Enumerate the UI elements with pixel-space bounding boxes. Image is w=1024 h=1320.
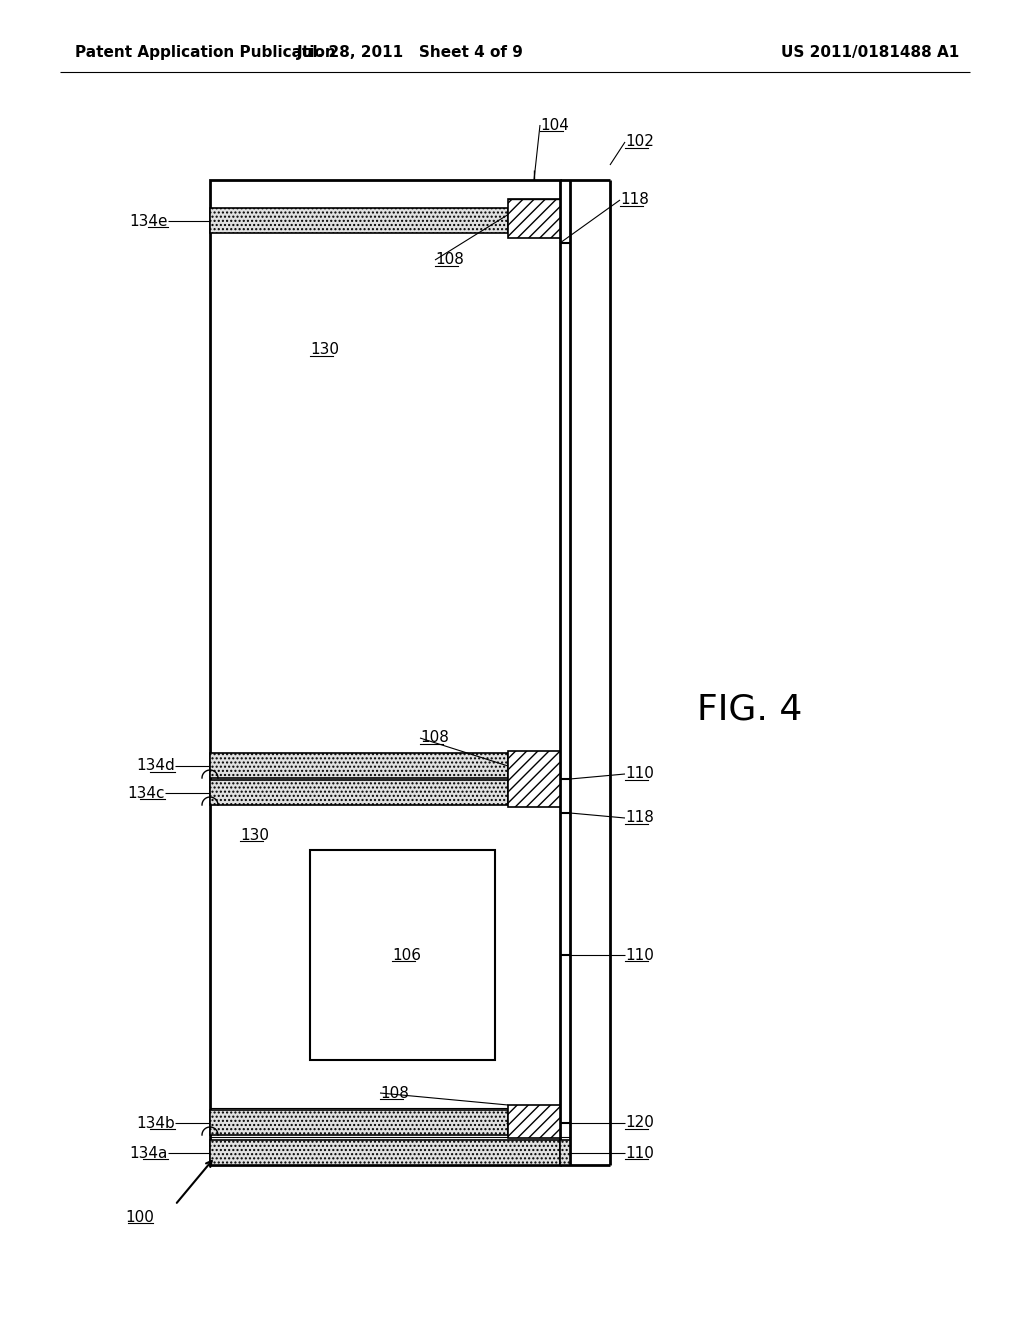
Text: 106: 106 <box>392 948 421 962</box>
Text: 120: 120 <box>625 1115 654 1130</box>
Text: 118: 118 <box>620 193 649 207</box>
Text: 134d: 134d <box>136 759 175 774</box>
Text: 134e: 134e <box>129 214 168 228</box>
Text: 118: 118 <box>625 810 654 825</box>
Bar <box>210 752 508 777</box>
Text: 108: 108 <box>420 730 449 746</box>
Text: 110: 110 <box>625 1146 654 1160</box>
Bar <box>508 199 560 238</box>
Bar <box>210 780 508 805</box>
Bar <box>560 1140 570 1166</box>
Bar <box>508 1105 560 1138</box>
Text: 108: 108 <box>435 252 464 268</box>
Text: 100: 100 <box>126 1209 155 1225</box>
Text: 130: 130 <box>240 828 269 842</box>
Bar <box>210 1140 560 1166</box>
Text: FIG. 4: FIG. 4 <box>697 693 803 727</box>
Text: 104: 104 <box>540 117 569 132</box>
Text: 102: 102 <box>625 135 654 149</box>
Text: 108: 108 <box>380 1085 409 1101</box>
Text: 134a: 134a <box>130 1146 168 1160</box>
Text: 134c: 134c <box>128 785 165 800</box>
Text: US 2011/0181488 A1: US 2011/0181488 A1 <box>781 45 959 59</box>
Text: 110: 110 <box>625 948 654 962</box>
Bar <box>210 209 508 234</box>
Text: 134b: 134b <box>136 1115 175 1130</box>
Bar <box>508 751 560 807</box>
Text: Patent Application Publication: Patent Application Publication <box>75 45 336 59</box>
Text: Jul. 28, 2011   Sheet 4 of 9: Jul. 28, 2011 Sheet 4 of 9 <box>297 45 523 59</box>
Text: 130: 130 <box>310 342 339 358</box>
Text: 110: 110 <box>625 767 654 781</box>
Bar <box>310 850 495 1060</box>
Bar <box>210 1110 508 1135</box>
Bar <box>210 180 560 1166</box>
